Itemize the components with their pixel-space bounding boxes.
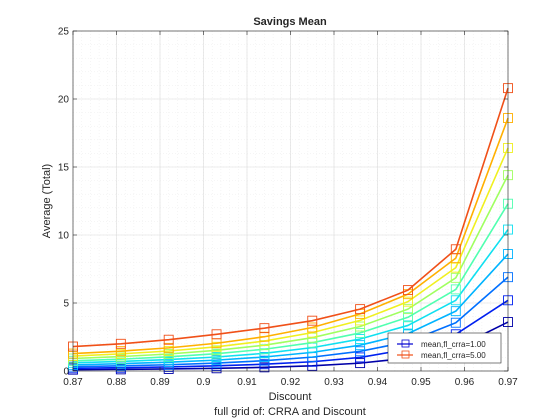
series-point-marker	[450, 317, 461, 328]
y-tick-label: 25	[58, 27, 70, 38]
series-point-marker	[355, 315, 366, 326]
series-point-marker	[403, 304, 413, 315]
y-tick-label: 10	[58, 231, 70, 242]
series-line	[72, 276, 509, 368]
series-point-marker	[450, 284, 461, 295]
x-tick-label: 0.88	[107, 377, 127, 388]
series-line	[72, 203, 509, 362]
series-point-marker	[355, 321, 366, 332]
y-tick-labels: 0 5 10 15 20 25	[58, 27, 70, 378]
series-point-marker	[450, 306, 461, 317]
y-tick-label: 20	[58, 95, 70, 106]
series-point-marker	[259, 323, 270, 334]
series-point-marker	[403, 296, 413, 307]
series-point-marker	[355, 334, 366, 344]
x-axis-label: Discount	[269, 391, 312, 403]
x-tick-labels: 0.87 0.88 0.89 0.9 0.91 0.92 0.93 0.94 0.95 0.96 0…	[63, 377, 518, 388]
series-line	[72, 174, 509, 360]
x-tick-label: 0.94	[368, 377, 388, 388]
series-point-marker	[211, 329, 222, 340]
series-point-marker	[450, 295, 461, 306]
legend-square-marker-icon	[401, 350, 410, 359]
y-tick-label: 5	[63, 299, 69, 310]
series-10	[68, 83, 513, 352]
series-line	[72, 117, 509, 355]
series-point-marker	[355, 340, 366, 351]
x-tick-label: 0.92	[281, 377, 301, 388]
series-point-marker	[355, 304, 366, 315]
legend-entry: mean,fl_crra=1.00	[397, 339, 486, 349]
x-tick-label: 0.97	[498, 377, 518, 388]
x-tick-label: 0.91	[237, 377, 257, 388]
legend-label: mean,fl_crra=1.00	[421, 340, 486, 349]
axes-frame	[72, 30, 509, 372]
x-tick-label: 0.87	[63, 377, 83, 388]
x-tick-label: 0.89	[150, 377, 170, 388]
series-point-marker	[355, 352, 366, 363]
x-tick-label: 0.93	[324, 377, 344, 388]
series-point-marker	[450, 244, 461, 255]
series-point-marker	[403, 285, 413, 296]
series-point-marker	[163, 342, 174, 353]
series-point-marker	[163, 334, 174, 345]
series-point-marker	[115, 346, 126, 357]
y-axis-label: Average (Total)	[41, 164, 53, 238]
series-line	[72, 87, 509, 348]
legend-square-marker-icon	[401, 339, 410, 348]
series-point-marker	[307, 322, 318, 333]
figure-footer: full grid of: CRRA and Discount	[214, 406, 366, 418]
x-tick-label: 0.96	[455, 377, 475, 388]
series-line	[72, 147, 509, 357]
series-point-marker	[450, 272, 461, 283]
axes	[72, 30, 509, 372]
x-tick-label: 0.9	[197, 377, 211, 388]
chart-title: Savings Mean	[253, 16, 327, 28]
legend-entry: mean,fl_crra=5.00	[397, 350, 486, 360]
series-point-marker	[307, 315, 318, 326]
series-point-marker	[355, 346, 366, 357]
legend-label: mean,fl_crra=5.00	[421, 351, 486, 360]
series-point-marker	[450, 262, 461, 273]
series-line	[72, 229, 509, 364]
series-point-marker	[403, 320, 413, 331]
series-point-marker	[355, 327, 366, 338]
y-tick-label: 15	[58, 163, 70, 174]
y-tick-label: 0	[63, 367, 69, 378]
legend: mean,fl_crra=1.00 mean,fl_crra=5.00	[387, 332, 502, 364]
series-point-marker	[355, 358, 366, 369]
series-point-marker	[403, 312, 413, 323]
series-point-marker	[115, 338, 126, 349]
series-line	[72, 253, 509, 366]
x-tick-label: 0.95	[411, 377, 431, 388]
